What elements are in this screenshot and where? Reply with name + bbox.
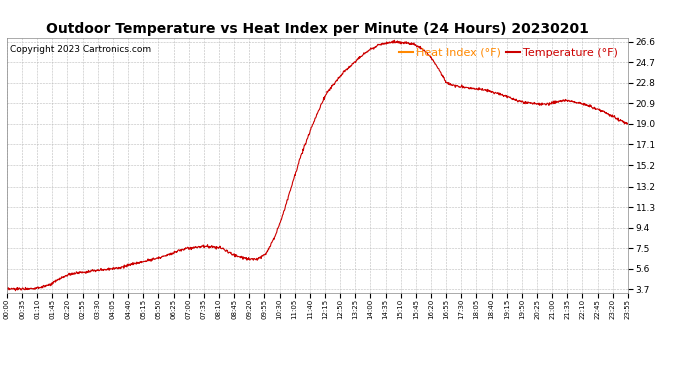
Legend: Heat Index (°F), Temperature (°F): Heat Index (°F), Temperature (°F): [395, 43, 622, 62]
Text: Copyright 2023 Cartronics.com: Copyright 2023 Cartronics.com: [10, 45, 151, 54]
Title: Outdoor Temperature vs Heat Index per Minute (24 Hours) 20230201: Outdoor Temperature vs Heat Index per Mi…: [46, 22, 589, 36]
